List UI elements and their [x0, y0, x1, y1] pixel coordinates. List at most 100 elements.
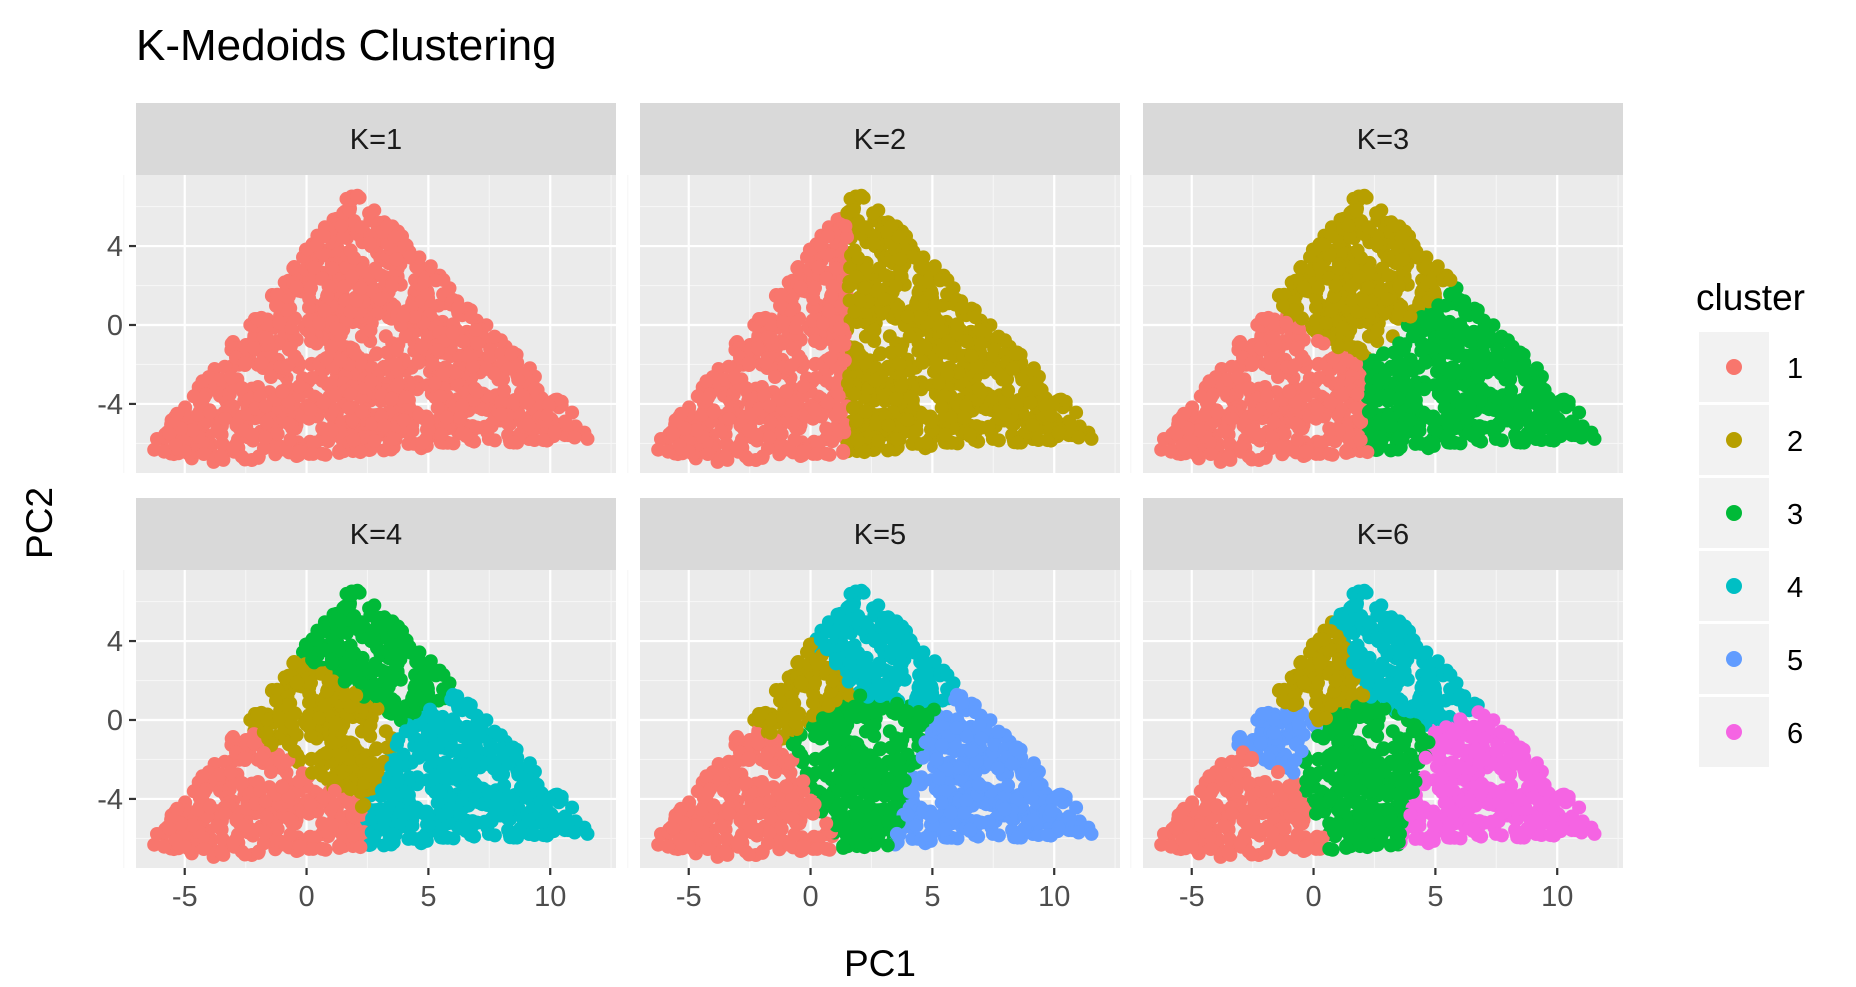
scatter-point [213, 372, 228, 387]
scatter-point [990, 366, 1005, 381]
scatter-point [289, 280, 304, 295]
scatter-point [527, 381, 542, 396]
facet-panel-k1: K=1 [123, 103, 616, 473]
scatter-point [1257, 312, 1272, 326]
scatter-point [436, 273, 451, 287]
scatter-point [787, 432, 802, 447]
scatter-point [1460, 410, 1475, 425]
scatter-point [773, 298, 787, 313]
scatter-point [878, 268, 893, 283]
scatter-point [1356, 293, 1371, 308]
scatter-point [1311, 334, 1325, 348]
scatter-point [1387, 218, 1402, 233]
scatter-point [674, 406, 689, 421]
scatter-point [1192, 423, 1207, 438]
scatter-point [272, 315, 287, 330]
scatter-point [1357, 188, 1372, 203]
scatter-point [170, 406, 185, 421]
scatter-point [250, 707, 265, 721]
scatter-point [511, 372, 526, 387]
scatter-point [754, 312, 769, 326]
scatter-point [347, 250, 362, 265]
scatter-point [1332, 261, 1346, 276]
scatter-point [342, 796, 356, 810]
scatter-point [214, 450, 229, 465]
scatter-point [718, 450, 733, 465]
scatter-point [420, 809, 435, 824]
scatter-point [763, 330, 778, 345]
scatter-point [1392, 431, 1407, 446]
scatter-point [1424, 274, 1439, 289]
scatter-point [853, 293, 868, 308]
scatter-point [915, 355, 930, 370]
scatter-point [415, 435, 430, 450]
scatter-point [315, 421, 330, 436]
scatter-point [730, 440, 745, 455]
scatter-point [209, 424, 224, 439]
scatter-point [1504, 383, 1519, 398]
scatter-point [362, 601, 377, 616]
scatter-point [1341, 219, 1356, 234]
scatter-point [1031, 381, 1046, 396]
scatter-point [934, 343, 949, 358]
scatter-point [1370, 323, 1385, 338]
scatter-point [380, 218, 395, 233]
scatter-point [202, 405, 217, 420]
scatter-point [363, 323, 378, 338]
scatter-point [427, 376, 442, 390]
facet-panels: K=1 K=2 K=3K=4 K=5 K=6 [123, 103, 1623, 875]
scatter-point [565, 800, 580, 815]
scatter-point [1421, 340, 1436, 355]
scatter-point [796, 379, 811, 394]
scatter-point [1001, 383, 1016, 398]
scatter-point [355, 262, 370, 277]
scatter-point [460, 744, 475, 758]
scatter-point [405, 423, 420, 438]
scatter-point [407, 310, 422, 324]
scatter-point [343, 304, 358, 319]
scatter-point [1369, 236, 1384, 251]
scatter-point [215, 437, 230, 451]
scatter-point [430, 400, 445, 415]
scatter-point [345, 269, 360, 284]
scatter-point [1528, 418, 1543, 432]
scatter-point [894, 379, 909, 394]
facet-strip-label: K=3 [1357, 124, 1409, 156]
scatter-point [486, 366, 501, 381]
scatter-point [1397, 379, 1412, 394]
scatter-point [877, 292, 892, 307]
scatter-point [580, 431, 595, 446]
scatter-point [1354, 250, 1369, 265]
scatter-point [924, 414, 939, 429]
scatter-point [774, 287, 789, 302]
scatter-point [1216, 424, 1231, 439]
scatter-point [974, 336, 989, 351]
scatter-point [1494, 433, 1509, 448]
scatter-point [540, 408, 555, 423]
scatter-point [1293, 261, 1308, 276]
scatter-point [918, 340, 933, 355]
scatter-point [1184, 444, 1199, 459]
scatter-point [892, 357, 907, 372]
scatter-point [927, 259, 942, 274]
scatter-point [374, 268, 389, 283]
scatter-point [1084, 431, 1099, 446]
scatter-point [373, 292, 388, 307]
scatter-point [309, 237, 324, 252]
scatter-point [487, 433, 502, 448]
scatter-point [1277, 427, 1292, 441]
scatter-point [325, 261, 339, 276]
scatter-point [304, 334, 318, 348]
scatter-point [1361, 404, 1376, 419]
scatter-point [1322, 446, 1337, 461]
scatter-point [1432, 357, 1447, 372]
scatter-point [390, 379, 405, 394]
scatter-point [1508, 361, 1523, 376]
scatter-point [1202, 374, 1217, 389]
scatter-point [270, 822, 285, 836]
scatter-point [971, 381, 986, 396]
scatter-point [1204, 390, 1218, 405]
scatter-point [367, 434, 382, 448]
scatter-point [405, 818, 420, 833]
scatter-point [828, 340, 843, 355]
